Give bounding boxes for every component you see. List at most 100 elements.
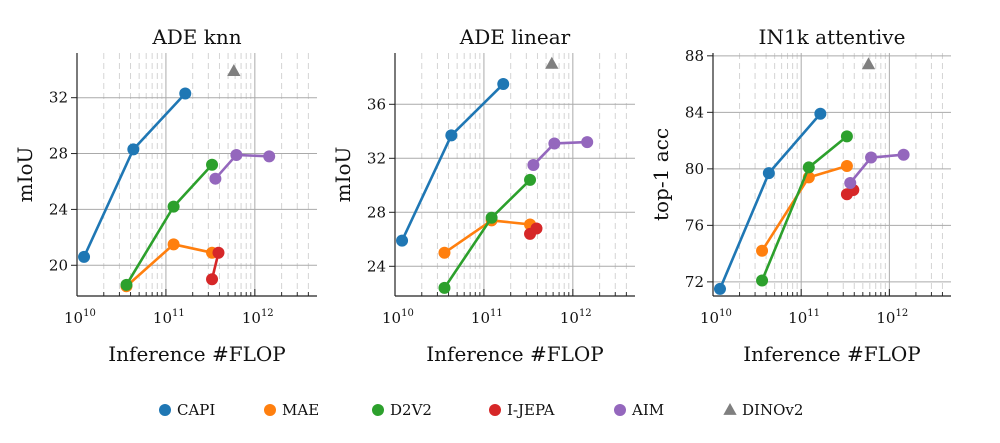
data-point-mae — [167, 238, 180, 251]
data-point-d2v2 — [120, 278, 133, 291]
data-point-capi — [179, 87, 192, 100]
data-point-dinov2 — [227, 64, 241, 77]
legend-marker-capi — [159, 404, 171, 416]
x-tick-exponent: 12 — [261, 308, 274, 319]
series-aim — [844, 148, 910, 189]
data-point-capi — [814, 107, 827, 120]
x-tick-label: 1011 — [153, 308, 185, 327]
legend-marker-d2v2 — [372, 404, 384, 416]
data-point-d2v2 — [485, 211, 498, 224]
data-point-i-jepa — [212, 246, 225, 259]
series-dinov2 — [861, 57, 876, 70]
legend-item-dinov2: DINOv2 — [723, 401, 803, 419]
x-tick-exponent: 11 — [490, 308, 503, 319]
data-point-d2v2 — [524, 173, 537, 186]
data-point-mae — [840, 160, 853, 173]
data-point-capi — [445, 129, 458, 142]
data-point-mae — [438, 246, 451, 259]
x-tick-label: 1012 — [876, 308, 908, 327]
legend-item-aim: AIM — [614, 401, 664, 419]
x-tick-label: 1011 — [471, 308, 503, 327]
legend-item-mae: MAE — [264, 401, 319, 419]
series-d2v2 — [438, 173, 537, 294]
data-point-i-jepa — [206, 273, 219, 286]
legend-label-aim: AIM — [631, 401, 664, 419]
y-tick-label: 32 — [49, 89, 68, 107]
data-point-capi — [497, 78, 510, 91]
series-mae — [756, 160, 853, 257]
data-point-d2v2 — [802, 161, 815, 174]
x-tick-label: 1010 — [700, 308, 732, 327]
data-point-aim — [230, 148, 243, 161]
legend-label-i-jepa: I-JEPA — [507, 401, 555, 419]
series-d2v2 — [756, 130, 853, 287]
x-tick-label: 1012 — [560, 308, 592, 327]
legend-item-d2v2: D2V2 — [372, 401, 432, 419]
data-point-dinov2 — [861, 57, 876, 70]
data-point-mae — [756, 244, 769, 257]
x-tick-exponent: 10 — [719, 308, 732, 319]
data-point-capi — [396, 234, 409, 247]
x-tick-label: 1010 — [64, 308, 96, 327]
series-line-capi — [82, 92, 187, 258]
x-tick-base: 10 — [153, 309, 172, 327]
x-tick-base: 10 — [560, 309, 579, 327]
series-i-jepa — [206, 246, 225, 286]
data-point-aim — [897, 148, 910, 161]
legend: CAPI MAE D2V2 I-JEPA AIM DINOv2 — [159, 401, 803, 419]
legend-item-capi: CAPI — [159, 401, 215, 419]
legend-label-d2v2: D2V2 — [390, 401, 432, 419]
y-axis-label: top-1 acc — [649, 128, 673, 221]
x-tick-base: 10 — [64, 309, 83, 327]
series-capi — [78, 87, 192, 263]
data-point-aim — [844, 176, 857, 189]
data-point-aim — [548, 137, 561, 150]
legend-label-mae: MAE — [282, 401, 319, 419]
data-point-d2v2 — [167, 200, 180, 213]
legend-marker-dinov2 — [723, 403, 737, 415]
data-point-d2v2 — [438, 281, 451, 294]
data-point-capi — [127, 143, 140, 156]
data-point-aim — [581, 136, 594, 149]
legend-label-capi: CAPI — [177, 401, 215, 419]
y-tick-label: 32 — [367, 149, 386, 167]
chart-title: ADE knn — [151, 25, 241, 49]
y-tick-label: 72 — [685, 273, 704, 291]
series-line-aim — [532, 140, 588, 166]
y-tick-label: 28 — [367, 203, 386, 221]
series-aim — [527, 136, 594, 172]
series-dinov2 — [545, 56, 559, 69]
x-tick-base: 10 — [788, 309, 807, 327]
y-tick-label: 24 — [367, 257, 386, 275]
x-axis-label: Inference #FLOP — [108, 342, 285, 366]
chart-title: IN1k attentive — [759, 25, 906, 49]
legend-marker-i-jepa — [489, 404, 501, 416]
y-axis-label: mIoU — [13, 147, 37, 203]
data-point-i-jepa — [530, 222, 543, 235]
x-tick-base: 10 — [382, 309, 401, 327]
x-tick-label: 1012 — [242, 308, 274, 327]
data-point-capi — [78, 250, 91, 263]
series-aim — [209, 148, 276, 185]
x-tick-exponent: 11 — [172, 308, 185, 319]
x-tick-exponent: 11 — [807, 308, 820, 319]
data-point-aim — [263, 150, 276, 163]
data-point-aim — [527, 159, 540, 172]
series-capi — [396, 78, 510, 247]
x-tick-base: 10 — [242, 309, 261, 327]
data-point-d2v2 — [206, 158, 219, 171]
y-tick-label: 28 — [49, 145, 68, 163]
series-i-jepa — [524, 222, 543, 240]
legend-marker-aim — [614, 404, 626, 416]
data-point-aim — [209, 172, 222, 185]
legend-label-dinov2: DINOv2 — [742, 401, 803, 419]
x-axis-label: Inference #FLOP — [743, 342, 920, 366]
y-axis-label: mIoU — [331, 147, 355, 203]
y-tick-label: 20 — [49, 256, 68, 274]
data-point-aim — [865, 151, 878, 164]
series-line-aim — [214, 153, 270, 180]
x-tick-label: 1011 — [788, 308, 820, 327]
data-point-d2v2 — [756, 274, 769, 287]
